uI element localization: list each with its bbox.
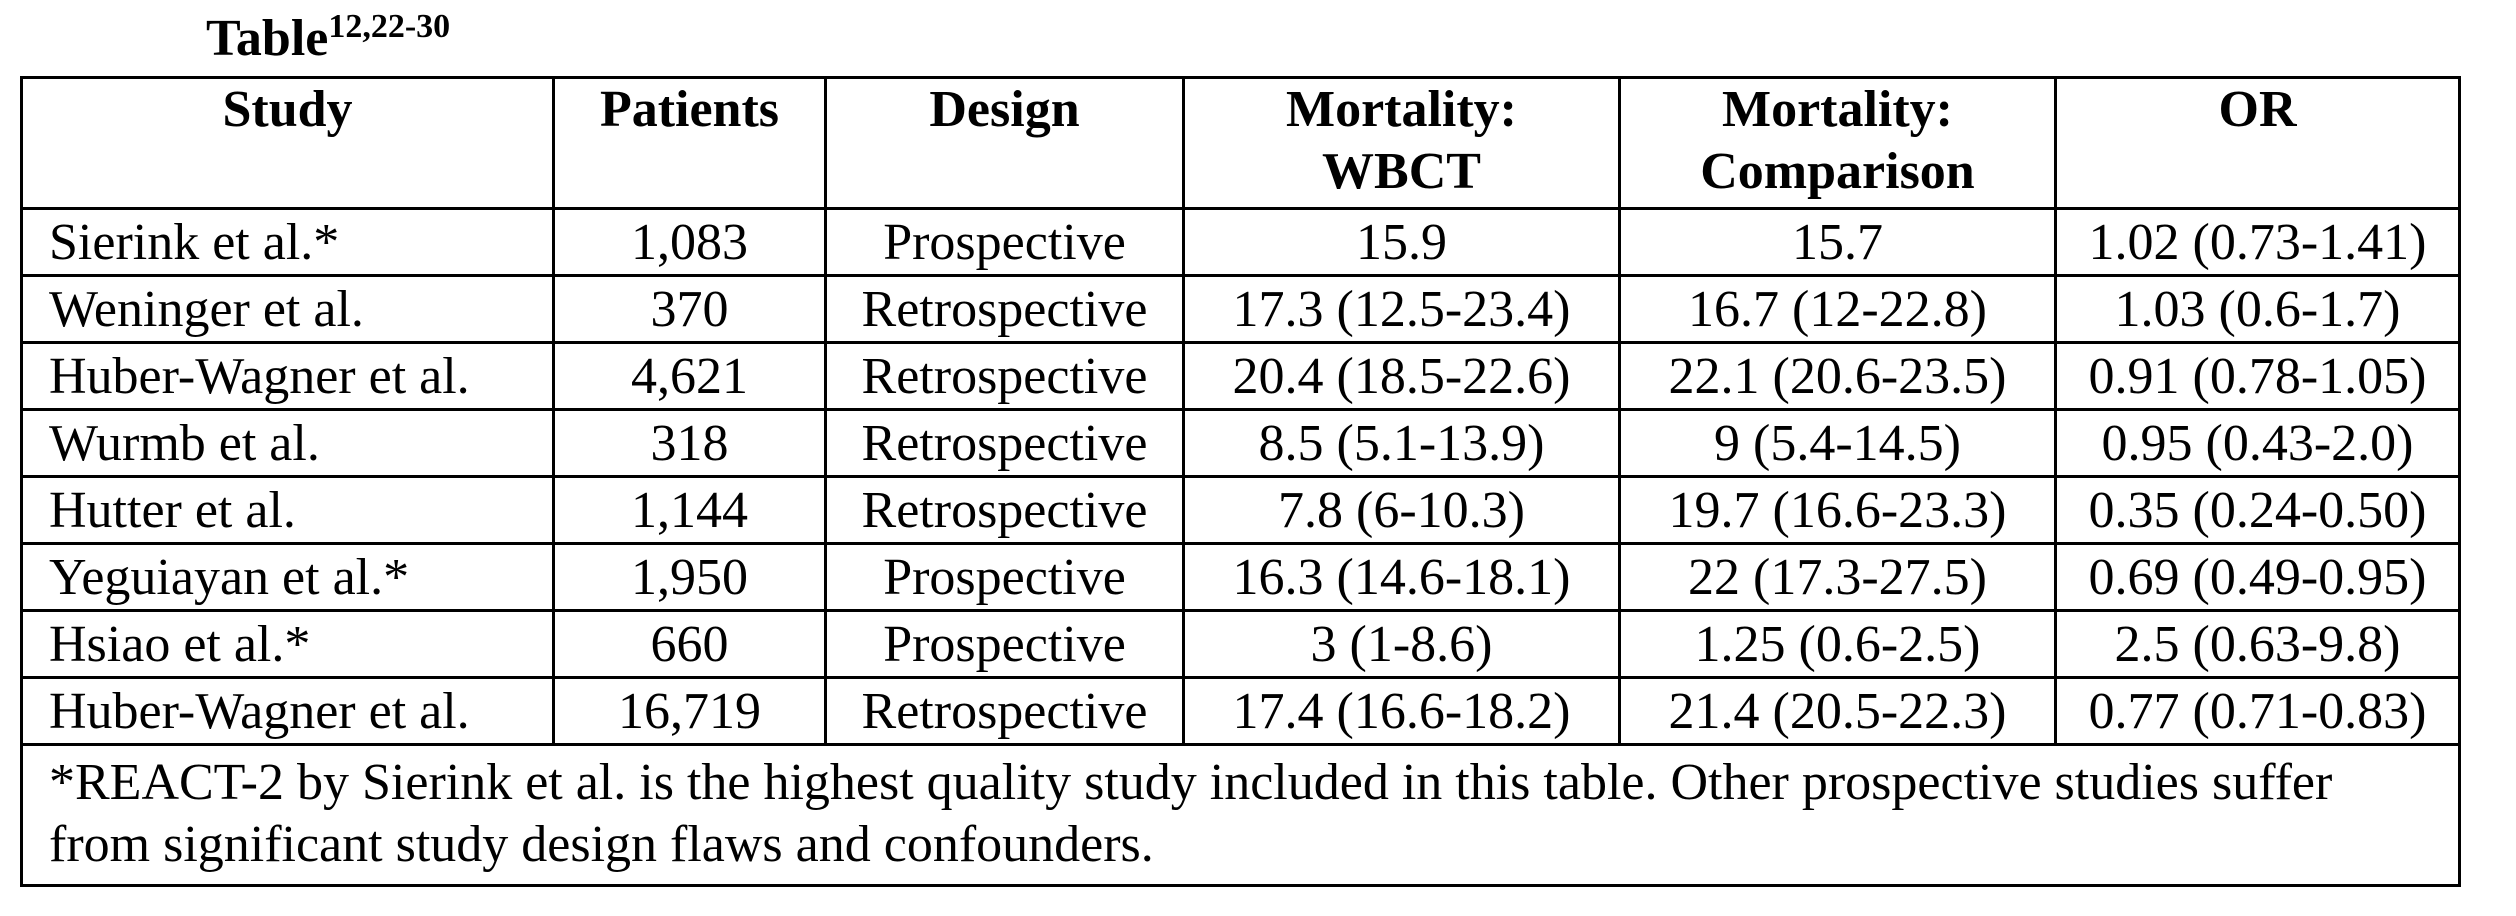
cell-mortality-comparison: 15.7 [1618, 207, 2057, 277]
cell-or: 0.35 (0.24-0.50) [2054, 475, 2461, 545]
cell-patients: 370 [552, 274, 827, 344]
cell-study: Huber-Wagner et al. [20, 676, 555, 746]
header-mortality-comparison: Mortality: Comparison [1618, 76, 2057, 210]
cell-mortality-wbct: 3 (1-8.6) [1182, 609, 1621, 679]
cell-study: Weninger et al. [20, 274, 555, 344]
table-row: Yeguiayan et al.* 1,950 Prospective 16.3… [20, 542, 2461, 612]
header-or: OR [2054, 76, 2461, 210]
cell-mortality-comparison: 22 (17.3-27.5) [1618, 542, 2057, 612]
header-mortality-wbct-line-2: WBCT [1322, 143, 1481, 200]
cell-mortality-comparison: 21.4 (20.5-22.3) [1618, 676, 2057, 746]
table-row: Wurmb et al. 318 Retrospective 8.5 (5.1-… [20, 408, 2461, 478]
cell-or: 0.77 (0.71-0.83) [2054, 676, 2461, 746]
table-row: Huber-Wagner et al. 4,621 Retrospective … [20, 341, 2461, 411]
cell-mortality-comparison: 16.7 (12-22.8) [1618, 274, 2057, 344]
cell-patients: 660 [552, 609, 827, 679]
cell-study: Huber-Wagner et al. [20, 341, 555, 411]
header-design-line-1: Design [929, 81, 1080, 138]
cell-design: Prospective [824, 207, 1185, 277]
cell-mortality-wbct: 20.4 (18.5-22.6) [1182, 341, 1621, 411]
cell-design: Prospective [824, 609, 1185, 679]
header-or-line-1: OR [2218, 81, 2297, 138]
cell-or: 2.5 (0.63-9.8) [2054, 609, 2461, 679]
cell-patients: 4,621 [552, 341, 827, 411]
table-caption-label: Table [206, 10, 329, 67]
cell-study: Hsiao et al.* [20, 609, 555, 679]
cell-design: Retrospective [824, 676, 1185, 746]
table-row: Huber-Wagner et al. 16,719 Retrospective… [20, 676, 2461, 746]
cell-study: Hutter et al. [20, 475, 555, 545]
cell-or: 0.95 (0.43-2.0) [2054, 408, 2461, 478]
header-study: Study [20, 76, 555, 210]
cell-design: Prospective [824, 542, 1185, 612]
cell-or: 0.91 (0.78-1.05) [2054, 341, 2461, 411]
header-patients: Patients [552, 76, 827, 210]
cell-mortality-wbct: 7.8 (6-10.3) [1182, 475, 1621, 545]
cell-study: Sierink et al.* [20, 207, 555, 277]
footnote-row: *REACT-2 by Sierink et al. is the highes… [20, 743, 2461, 887]
cell-mortality-wbct: 17.4 (16.6-18.2) [1182, 676, 1621, 746]
cell-design: Retrospective [824, 475, 1185, 545]
header-mortality-wbct-line-1: Mortality: [1285, 81, 1517, 138]
header-mortality-comparison-line-2: Comparison [1700, 143, 1975, 200]
cell-design: Retrospective [824, 408, 1185, 478]
cell-mortality-wbct: 17.3 (12.5-23.4) [1182, 274, 1621, 344]
header-design: Design [824, 76, 1185, 210]
cell-mortality-comparison: 19.7 (16.6-23.3) [1618, 475, 2057, 545]
cell-mortality-wbct: 16.3 (14.6-18.1) [1182, 542, 1621, 612]
cell-mortality-wbct: 15.9 [1182, 207, 1621, 277]
cell-study: Yeguiayan et al.* [20, 542, 555, 612]
table-row: Sierink et al.* 1,083 Prospective 15.9 1… [20, 207, 2461, 277]
cell-or: 1.03 (0.6-1.7) [2054, 274, 2461, 344]
table-caption-references: 12,22-30 [328, 8, 451, 45]
cell-patients: 1,083 [552, 207, 827, 277]
table-footnote: *REACT-2 by Sierink et al. is the highes… [20, 743, 2461, 887]
cell-mortality-comparison: 9 (5.4-14.5) [1618, 408, 2057, 478]
cell-design: Retrospective [824, 341, 1185, 411]
cell-mortality-comparison: 1.25 (0.6-2.5) [1618, 609, 2057, 679]
table-row: Hutter et al. 1,144 Retrospective 7.8 (6… [20, 475, 2461, 545]
mortality-table: Study Patients Design Mortality: WBCT Mor… [20, 76, 2461, 887]
cell-patients: 1,144 [552, 475, 827, 545]
header-patients-line-1: Patients [599, 81, 780, 138]
table-header: Study Patients Design Mortality: WBCT Mor… [20, 76, 2461, 210]
header-mortality-wbct: Mortality: WBCT [1182, 76, 1621, 210]
cell-patients: 318 [552, 408, 827, 478]
cell-study: Wurmb et al. [20, 408, 555, 478]
cell-mortality-comparison: 22.1 (20.6-23.5) [1618, 341, 2057, 411]
table-row: Weninger et al. 370 Retrospective 17.3 (… [20, 274, 2461, 344]
cell-patients: 1,950 [552, 542, 827, 612]
cell-design: Retrospective [824, 274, 1185, 344]
cell-patients: 16,719 [552, 676, 827, 746]
table-body: Sierink et al.* 1,083 Prospective 15.9 1… [20, 207, 2461, 887]
cell-mortality-wbct: 8.5 (5.1-13.9) [1182, 408, 1621, 478]
header-mortality-comparison-line-1: Mortality: [1721, 81, 1953, 138]
cell-or: 0.69 (0.49-0.95) [2054, 542, 2461, 612]
cell-or: 1.02 (0.73-1.41) [2054, 207, 2461, 277]
header-row: Study Patients Design Mortality: WBCT Mor… [20, 76, 2461, 210]
table-row: Hsiao et al.* 660 Prospective 3 (1-8.6) … [20, 609, 2461, 679]
table-caption: Table12,22-30 [206, 2, 450, 82]
header-study-line-1: Study [222, 81, 353, 138]
